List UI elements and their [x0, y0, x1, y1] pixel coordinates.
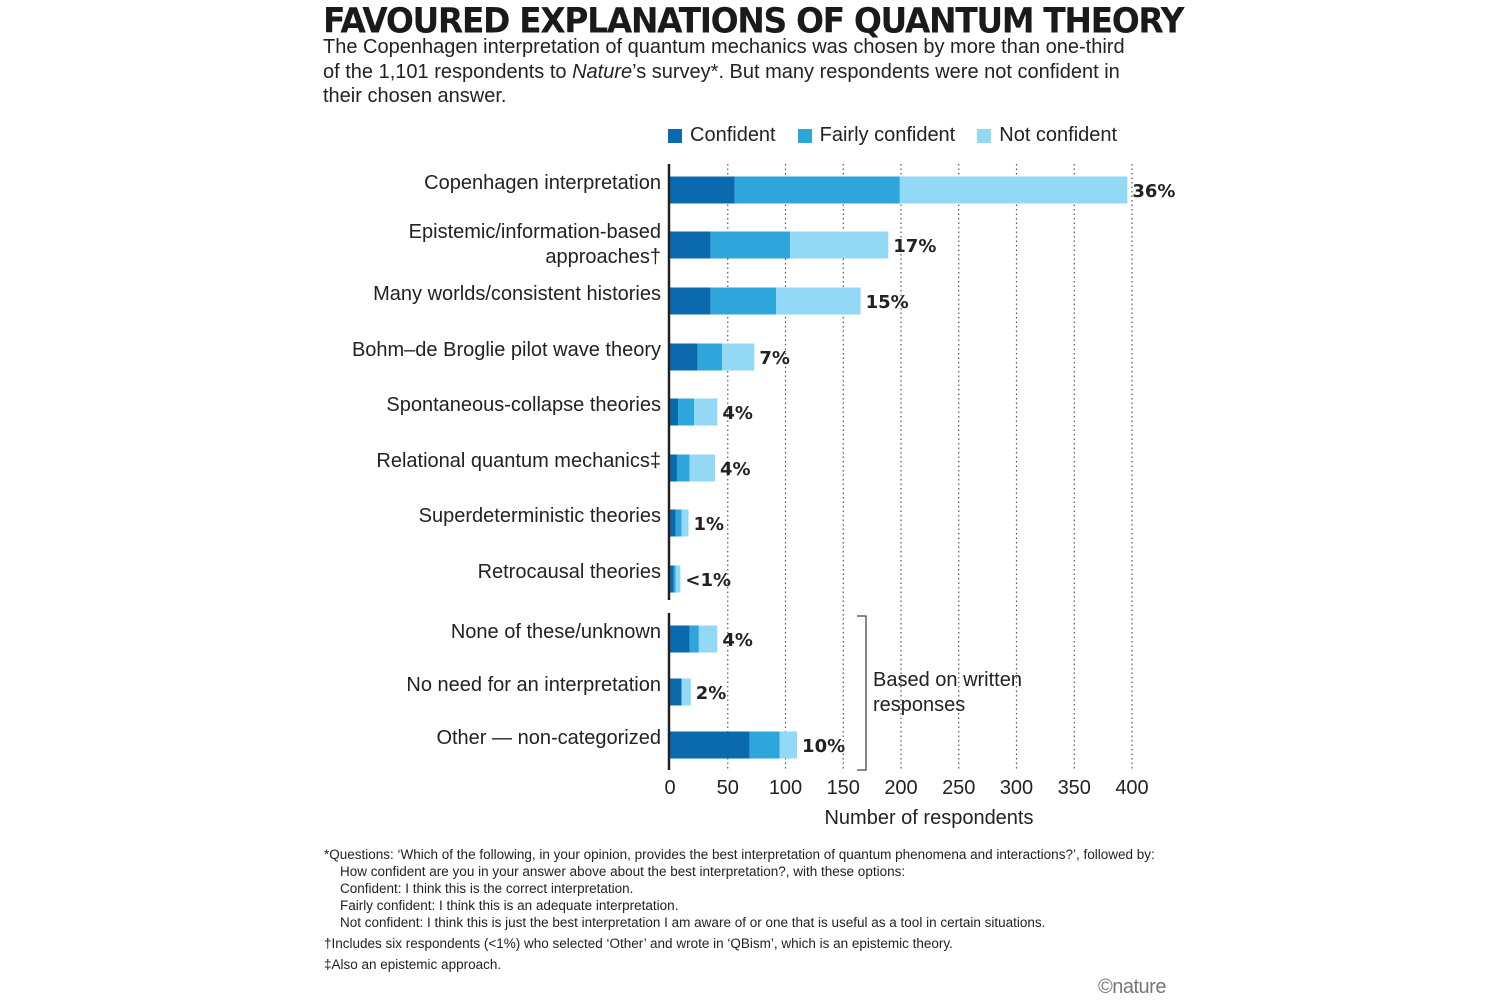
x-axis-label: Number of respondents [824, 807, 1033, 829]
bar-none-of-these-unknown-fairly-confident [689, 625, 699, 653]
legend-item-confident: Confident [668, 124, 776, 147]
footnote-option-confident: Confident: I think this is the correct i… [340, 881, 634, 896]
x-tick-label-50: 50 [717, 777, 739, 799]
bar-superdeterministic-theories-confident [670, 509, 676, 537]
legend-label-not-confident: Not confident [999, 124, 1118, 146]
bar-many-worlds-consistent-histories-not-confident [776, 287, 861, 315]
legend: Confident Fairly confident Not confident [668, 124, 1139, 147]
percent-label: 7% [759, 348, 790, 369]
footnote-questions: *Questions: ‘Which of the following, in … [324, 847, 1155, 862]
category-label: Superdeterministic theories [419, 505, 661, 527]
footnote-option-not: Not confident: I think this is just the … [340, 915, 1046, 930]
category-label: No need for an interpretation [406, 674, 661, 696]
footnote-double-dagger: ‡Also an epistemic approach. [324, 957, 502, 972]
legend-swatch-not-confident [977, 128, 992, 143]
percent-label: 2% [696, 683, 727, 704]
percent-label: 10% [802, 736, 845, 757]
bar-bohm-de-broglie-pilot-wave-theory-confident [670, 343, 698, 371]
footnote-followup: How confident are you in your answer abo… [340, 864, 906, 879]
bar-relational-quantum-mechanics-not-confident [689, 454, 716, 482]
bar-many-worlds-consistent-histories-fairly-confident [710, 287, 777, 315]
percent-label: 17% [893, 236, 936, 257]
chart-subtitle: The Copenhagen interpretation of quantum… [323, 35, 1143, 109]
group-bracket [857, 615, 867, 771]
legend-item-fairly-confident: Fairly confident [797, 124, 956, 147]
category-label: Retrocausal theories [478, 561, 661, 583]
category-label-line: Epistemic/information-based [409, 221, 661, 243]
percent-label: <1% [685, 570, 731, 591]
group-annotation: Based on written responses [873, 669, 1022, 716]
x-tick-label-150: 150 [827, 777, 860, 799]
bar-relational-quantum-mechanics-fairly-confident [676, 454, 690, 482]
category-label: Other — non-categorized [436, 727, 661, 749]
bar-epistemic-information-based-approaches-confident [670, 231, 711, 259]
x-tick-label-250: 250 [942, 777, 975, 799]
footnote-option-fairly: Fairly confident: I think this is an ade… [340, 898, 679, 913]
group-annotation-line: Based on written [873, 669, 1022, 691]
bar-epistemic-information-based-approaches-not-confident [790, 231, 889, 259]
legend-swatch-confident [668, 128, 682, 143]
x-tick-label-350: 350 [1058, 777, 1091, 799]
bar-retrocausal-theories-not-confident [675, 565, 681, 593]
x-tick-label-200: 200 [884, 777, 917, 799]
bar-other-non-categorized-not-confident [779, 731, 798, 759]
bar-relational-quantum-mechanics-confident [670, 454, 677, 482]
legend-item-not-confident: Not confident [977, 124, 1117, 147]
bar-no-need-for-an-interpretation-confident [670, 678, 682, 706]
bar-no-need-for-an-interpretation-not-confident [681, 678, 691, 706]
x-tick-label-400: 400 [1115, 777, 1148, 799]
category-label: Bohm–de Broglie pilot wave theory [352, 339, 661, 361]
x-tick-label-100: 100 [769, 777, 802, 799]
category-label: Spontaneous-collapse theories [386, 394, 661, 416]
category-label: None of these/unknown [451, 621, 661, 643]
bar-many-worlds-consistent-histories-confident [670, 287, 711, 315]
percent-label: 4% [722, 630, 753, 651]
bar-other-non-categorized-fairly-confident [749, 731, 780, 759]
percent-label: 15% [866, 292, 909, 313]
group-annotation-line: responses [873, 694, 965, 716]
category-label: Relational quantum mechanics‡ [376, 450, 661, 472]
bar-copenhagen-interpretation-not-confident [899, 176, 1128, 204]
subtitle-text-1: The Copenhagen interpretation of quantum… [323, 36, 1125, 83]
bar-epistemic-information-based-approaches-fairly-confident [710, 231, 791, 259]
percent-label: 4% [720, 459, 751, 480]
bar-superdeterministic-theories-not-confident [681, 509, 689, 537]
bar-none-of-these-unknown-not-confident [698, 625, 718, 653]
bar-retrocausal-theories-confident [670, 565, 674, 593]
percent-label: 36% [1132, 181, 1175, 202]
bar-copenhagen-interpretation-confident [670, 176, 735, 204]
category-label: Copenhagen interpretation [424, 172, 661, 194]
x-tick-label-0: 0 [664, 777, 675, 799]
nature-credit: ©nature [1098, 976, 1166, 998]
bar-superdeterministic-theories-fairly-confident [675, 509, 682, 537]
subtitle-italic: Nature [572, 60, 633, 83]
legend-swatch-fairly-confident [797, 128, 812, 143]
chart-title: FAVOURED EXPLANATIONS OF QUANTUM THEORY [323, 0, 1184, 41]
subtitle-text-2: ’s survey*. But many respondents were no… [323, 60, 1120, 108]
bar-bohm-de-broglie-pilot-wave-theory-not-confident [721, 343, 755, 371]
bar-copenhagen-interpretation-fairly-confident [734, 176, 900, 204]
bar-other-non-categorized-confident [670, 731, 750, 759]
bar-spontaneous-collapse-theories-fairly-confident [678, 398, 695, 426]
bar-spontaneous-collapse-theories-not-confident [694, 398, 718, 426]
bar-retrocausal-theories-fairly-confident [673, 565, 676, 593]
footnote-dagger: †Includes six respondents (<1%) who sele… [324, 936, 953, 951]
bar-spontaneous-collapse-theories-confident [670, 398, 679, 426]
legend-label-confident: Confident [690, 124, 776, 146]
bar-none-of-these-unknown-confident [670, 625, 690, 653]
category-label: Many worlds/consistent histories [373, 283, 661, 305]
category-label: Epistemic/information-based approaches† [409, 221, 661, 268]
bar-bohm-de-broglie-pilot-wave-theory-fairly-confident [697, 343, 722, 371]
category-label-line: approaches† [545, 246, 661, 268]
legend-label-fairly-confident: Fairly confident [819, 124, 956, 146]
x-tick-label-300: 300 [1000, 777, 1033, 799]
percent-label: 4% [722, 403, 753, 424]
footnotes: *Questions: ‘Which of the following, in … [324, 846, 1204, 973]
percent-label: 1% [693, 514, 724, 535]
